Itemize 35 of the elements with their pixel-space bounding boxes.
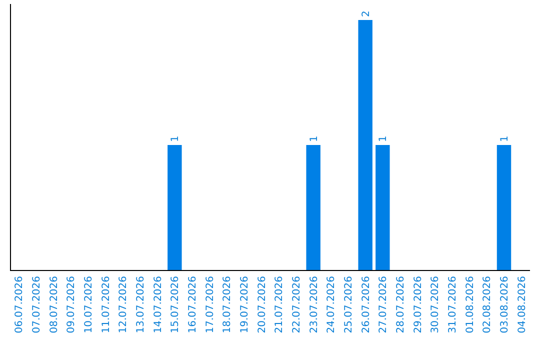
x-tick-label: 12.07.2026: [118, 276, 130, 334]
x-tick-label: 10.07.2026: [84, 276, 94, 334]
x-tick-label: 15.07.2026: [170, 276, 182, 334]
x-tick-label: 17.07.2026: [204, 276, 216, 334]
x-tick-label: 23.07.2026: [308, 276, 320, 334]
x-tick-label: 30.07.2026: [430, 276, 442, 334]
x-tick-label: 22.07.2026: [292, 276, 302, 334]
x-tick-label: 21.07.2026: [274, 276, 286, 334]
data-label: 1: [378, 136, 390, 142]
x-tick-label: 03.08.2026: [500, 276, 510, 334]
x-tick-label: 26.07.2026: [360, 276, 372, 334]
x-tick-label: 24.07.2026: [326, 276, 338, 334]
x-tick-label: 14.07.2026: [152, 276, 164, 334]
x-tick-label: 04.08.2026: [516, 276, 528, 334]
data-label: 2: [360, 10, 372, 17]
x-tick-label: 08.07.2026: [48, 276, 60, 334]
x-tick-label: 07.07.2026: [32, 276, 42, 334]
x-tick-label: 01.08.2026: [464, 276, 476, 334]
x-tick-label: 06.07.2026: [14, 276, 26, 334]
x-tick-label: 29.07.2026: [412, 276, 424, 334]
data-label: 1: [500, 136, 510, 142]
x-tick-label: 28.07.2026: [396, 276, 406, 334]
x-tick-label: 02.08.2026: [482, 276, 494, 334]
x-tick-label: 27.07.2026: [378, 276, 390, 334]
x-tick-label: 13.07.2026: [136, 276, 146, 334]
data-label: 1: [170, 136, 182, 142]
x-tick-label: 25.07.2026: [344, 276, 354, 334]
x-tick-label: 16.07.2026: [188, 276, 198, 334]
x-tick-label: 11.07.2026: [100, 276, 112, 334]
x-tick-label: 18.07.2026: [222, 276, 234, 334]
x-tick-label: 20.07.2026: [256, 276, 268, 334]
x-tick-label: 09.07.2026: [66, 276, 78, 334]
x-tick-label: 31.07.2026: [448, 276, 458, 334]
x-tick-label: 19.07.2026: [240, 276, 250, 334]
data-label: 1: [308, 136, 320, 142]
